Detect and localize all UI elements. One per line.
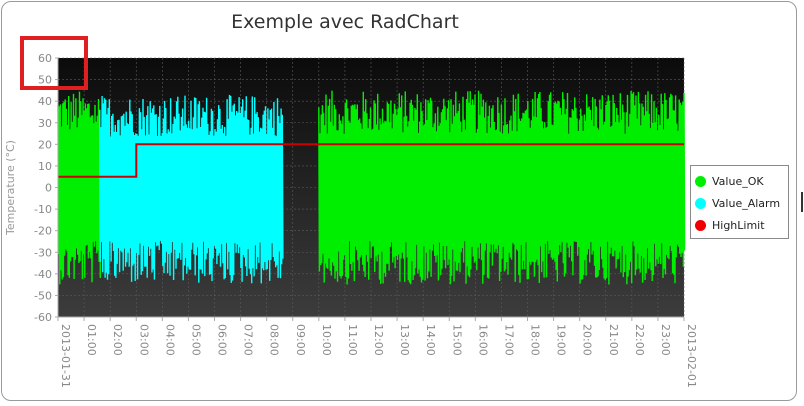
x-tick-label: 20:00 bbox=[581, 324, 594, 356]
resize-handle[interactable] bbox=[801, 192, 803, 212]
y-tick-label: -30 bbox=[34, 246, 52, 259]
legend-label-value-alarm: Value_Alarm bbox=[712, 196, 781, 210]
y-tick-label: -10 bbox=[34, 203, 52, 216]
y-tick-label: -50 bbox=[34, 289, 52, 302]
legend-label-high-limit: HighLimit bbox=[712, 218, 765, 232]
x-tick-label: 15:00 bbox=[450, 324, 463, 356]
y-tick-label: 60 bbox=[38, 52, 52, 65]
y-axis-label: Temperature (°C) bbox=[4, 140, 17, 236]
series-high-limit-line bbox=[58, 143, 684, 178]
legend-dot-high-limit bbox=[695, 219, 706, 231]
legend-dot-value-ok bbox=[695, 175, 706, 187]
y-tick-label: -40 bbox=[34, 268, 52, 281]
y-tick-label: 20 bbox=[38, 138, 52, 151]
x-tick-label: 04:00 bbox=[163, 324, 176, 356]
legend-item-high-limit[interactable]: HighLimit bbox=[695, 214, 788, 236]
legend-dot-value-alarm bbox=[695, 197, 706, 209]
legend-item-value-alarm[interactable]: Value_Alarm bbox=[695, 192, 788, 214]
x-tick-label: 22:00 bbox=[633, 324, 646, 356]
x-tick-label: 14:00 bbox=[424, 324, 437, 356]
legend-item-value-ok[interactable]: Value_OK bbox=[695, 170, 788, 192]
highlight-box bbox=[20, 36, 88, 90]
x-tick-label: 08:00 bbox=[268, 324, 281, 356]
series-value-alarm-segment-0 bbox=[99, 94, 284, 284]
y-tick-label: 30 bbox=[38, 117, 52, 130]
x-tick-label: 21:00 bbox=[607, 324, 620, 356]
x-tick-label: 13:00 bbox=[398, 324, 411, 356]
x-tick-label: 2013-01-31 bbox=[59, 324, 72, 388]
x-tick-label: 09:00 bbox=[294, 324, 307, 356]
x-tick-label: 18:00 bbox=[529, 324, 542, 356]
series-value-ok-segment-1 bbox=[318, 90, 686, 285]
x-tick-label: 06:00 bbox=[216, 324, 229, 356]
x-tick-label: 01:00 bbox=[85, 324, 98, 356]
y-tick-label: 0 bbox=[45, 182, 52, 195]
x-tick-label: 17:00 bbox=[502, 324, 515, 356]
y-tick-label: 50 bbox=[38, 74, 52, 87]
x-tick-label: 10:00 bbox=[320, 324, 333, 356]
x-tick-label: 07:00 bbox=[242, 324, 255, 356]
x-tick-label: 05:00 bbox=[189, 324, 202, 356]
chart-legend: Value_OK Value_Alarm HighLimit bbox=[690, 165, 789, 239]
y-tick-label: -60 bbox=[34, 311, 52, 324]
x-tick-label: 19:00 bbox=[555, 324, 568, 356]
x-tick-label: 2013-02-01 bbox=[685, 324, 698, 388]
x-tick-label: 03:00 bbox=[137, 324, 150, 356]
x-tick-label: 23:00 bbox=[659, 324, 672, 356]
x-tick-label: 16:00 bbox=[476, 324, 489, 356]
x-tick-label: 11:00 bbox=[346, 324, 359, 356]
y-tick-label: 10 bbox=[38, 160, 52, 173]
chart-title: Exemple avec RadChart bbox=[231, 11, 459, 33]
y-tick-label: 40 bbox=[38, 95, 52, 108]
legend-label-value-ok: Value_OK bbox=[712, 174, 764, 188]
y-tick-label: -20 bbox=[34, 225, 52, 238]
x-tick-label: 02:00 bbox=[111, 324, 124, 356]
x-tick-label: 12:00 bbox=[372, 324, 385, 356]
